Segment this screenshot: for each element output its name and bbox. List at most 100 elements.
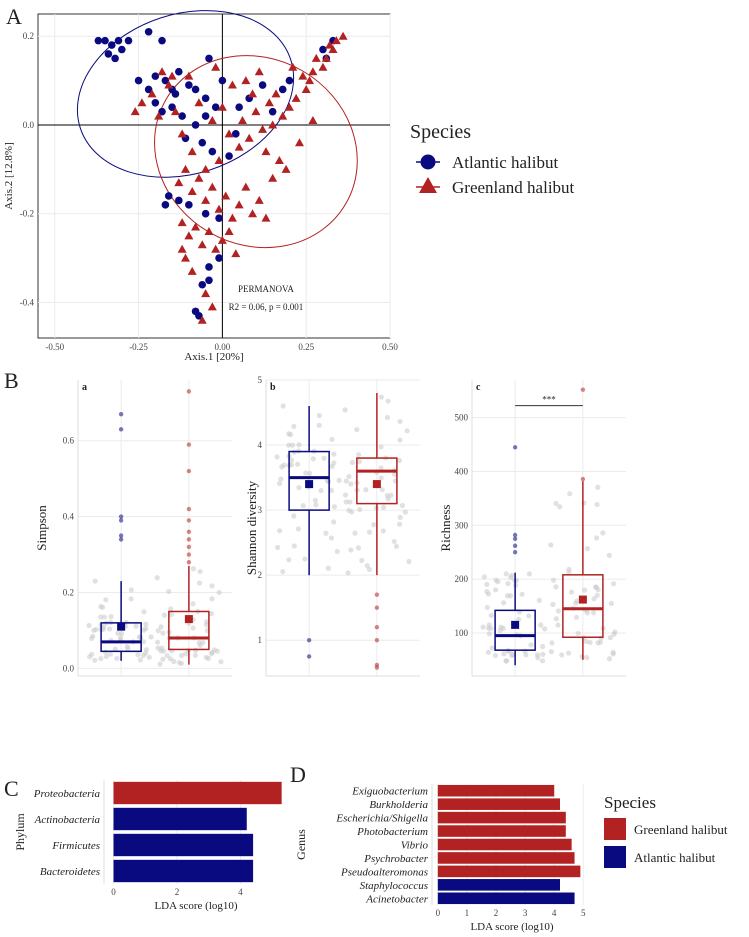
simpson-sample-point: [209, 583, 215, 589]
shannon-ytick-label: 1: [258, 635, 263, 645]
richness-sample-point: [573, 614, 580, 620]
pcoa-point-greenland: [157, 67, 167, 76]
pcoa-point-atlantic: [215, 214, 223, 222]
pcoa-point-atlantic: [107, 41, 116, 49]
simpson-outlier-greenland: [186, 544, 192, 550]
richness-box-atlantic: [494, 609, 536, 651]
richness-sample-point: [550, 577, 557, 583]
shannon-sample-point: [275, 544, 281, 551]
pcoa-point-greenland: [258, 124, 268, 133]
pcoa-point-greenland: [294, 138, 304, 147]
pcoa-point-atlantic: [225, 152, 233, 160]
richness-sample-point: [481, 574, 487, 580]
richness-sample-point: [536, 597, 542, 603]
shannon-sample-point: [277, 480, 283, 487]
shannon-outlier-greenland: [374, 638, 380, 643]
simpson-sample-point: [99, 604, 106, 610]
simpson-sample-point: [192, 652, 198, 658]
pcoa-point-atlantic: [215, 254, 223, 262]
simpson-sample-point: [92, 578, 98, 584]
shannon-sample-point: [352, 530, 358, 536]
pcoa-point-greenland: [234, 142, 244, 151]
pcoa-point-greenland: [184, 71, 194, 80]
lda_genus-bar: [437, 811, 566, 824]
simpson-outlier-atlantic: [118, 537, 124, 542]
shannon-sample-point: [279, 464, 285, 470]
pcoa-annotation-title: PERMANOVA: [238, 284, 294, 294]
pcoa-point-greenland: [291, 93, 301, 102]
genus-legend-swatch-atlantic: [604, 846, 626, 868]
pcoa-point-greenland: [254, 67, 264, 76]
pcoa-point-greenland: [244, 133, 254, 142]
simpson-sample-point: [141, 609, 147, 615]
lda_genus-category-label: Exiguobacterium: [351, 786, 428, 798]
simpson-sample-point: [159, 645, 165, 651]
richness-sample-point: [484, 604, 490, 611]
pcoa-point-atlantic: [201, 94, 210, 103]
pcoa-point-greenland: [231, 249, 241, 258]
simpson-sample-point: [87, 654, 93, 660]
pcoa-point-greenland: [147, 89, 157, 98]
pcoa-point-greenland: [137, 98, 147, 107]
simpson-outlier-greenland: [186, 518, 192, 523]
pcoa-point-atlantic: [101, 36, 109, 45]
lda_genus-bar: [437, 879, 560, 891]
richness-sample-point: [582, 587, 588, 593]
lda_genus-category-label: Psychrobacter: [363, 853, 428, 865]
simpson-y-axis-label: Simpson: [34, 505, 49, 551]
simpson-sample-point: [183, 651, 189, 657]
lda_genus-xtick-label: 5: [581, 908, 586, 918]
pcoa-point-greenland: [214, 204, 224, 213]
richness-sample-point: [553, 616, 559, 622]
richness-sample-point: [508, 574, 514, 581]
richness-sample-point: [509, 651, 516, 658]
pcoa-point-greenland: [204, 226, 214, 235]
panel-label-c: C: [4, 776, 19, 801]
pcoa-point-atlantic: [124, 36, 133, 45]
simpson-sample-point: [160, 656, 166, 662]
lda_phylum-x-axis-label: LDA score (log10): [154, 900, 237, 912]
simpson-sample-point: [133, 623, 139, 629]
simpson-ytick-label: 0.6: [63, 436, 75, 446]
richness-outlier-atlantic: [512, 532, 518, 538]
shannon-sample-point: [391, 538, 397, 545]
pcoa-x-axis-label: Axis.1 [20%]: [184, 351, 243, 363]
pcoa-point-atlantic: [205, 54, 213, 63]
pcoa-point-greenland: [167, 71, 177, 80]
pcoa-point-greenland: [201, 164, 211, 173]
shannon-sample-point: [355, 545, 362, 551]
shannon-ytick-label: 5: [258, 375, 263, 385]
richness-sample-point: [559, 652, 565, 658]
shannon-box-greenland: [356, 457, 398, 505]
richness-outlier-greenland: [580, 387, 586, 392]
simpson-sample-point: [214, 648, 220, 654]
lda_phylum-bar: [113, 859, 254, 883]
pcoa-point-greenland: [227, 213, 237, 222]
simpson-sample-point: [106, 626, 113, 632]
simpson-sample-point: [115, 630, 121, 636]
simpson-sample-point: [107, 651, 114, 657]
simpson-sample-point: [90, 633, 96, 639]
pcoa-point-greenland: [271, 89, 281, 98]
richness-sample-point: [579, 654, 585, 660]
richness-sample-point: [595, 484, 601, 490]
pcoa-xtick-label: 0.50: [382, 342, 398, 352]
pcoa-legend-title: Species: [410, 121, 471, 143]
richness-box-greenland: [562, 574, 604, 639]
pcoa-point-greenland: [227, 80, 237, 89]
richness-sample-point: [523, 652, 529, 658]
pcoa-point-greenland: [207, 182, 217, 191]
shannon-sample-point: [331, 504, 338, 510]
richness-sample-point: [542, 626, 548, 632]
simpson-ytick-label: 0.4: [63, 512, 75, 522]
pcoa-point-greenland: [261, 213, 271, 222]
simpson-sample-point: [166, 588, 172, 595]
pcoa-point-greenland: [328, 45, 338, 54]
lda_genus-bar: [437, 852, 575, 864]
pcoa-y-axis-label: Axis.2 [12.8%]: [3, 142, 15, 210]
simpson-sample-point: [143, 621, 149, 627]
panel-label-b: B: [4, 368, 19, 393]
simpson-sample-point: [98, 655, 104, 662]
shannon-sample-point: [378, 444, 384, 450]
simpson-outlier-atlantic: [118, 514, 124, 519]
